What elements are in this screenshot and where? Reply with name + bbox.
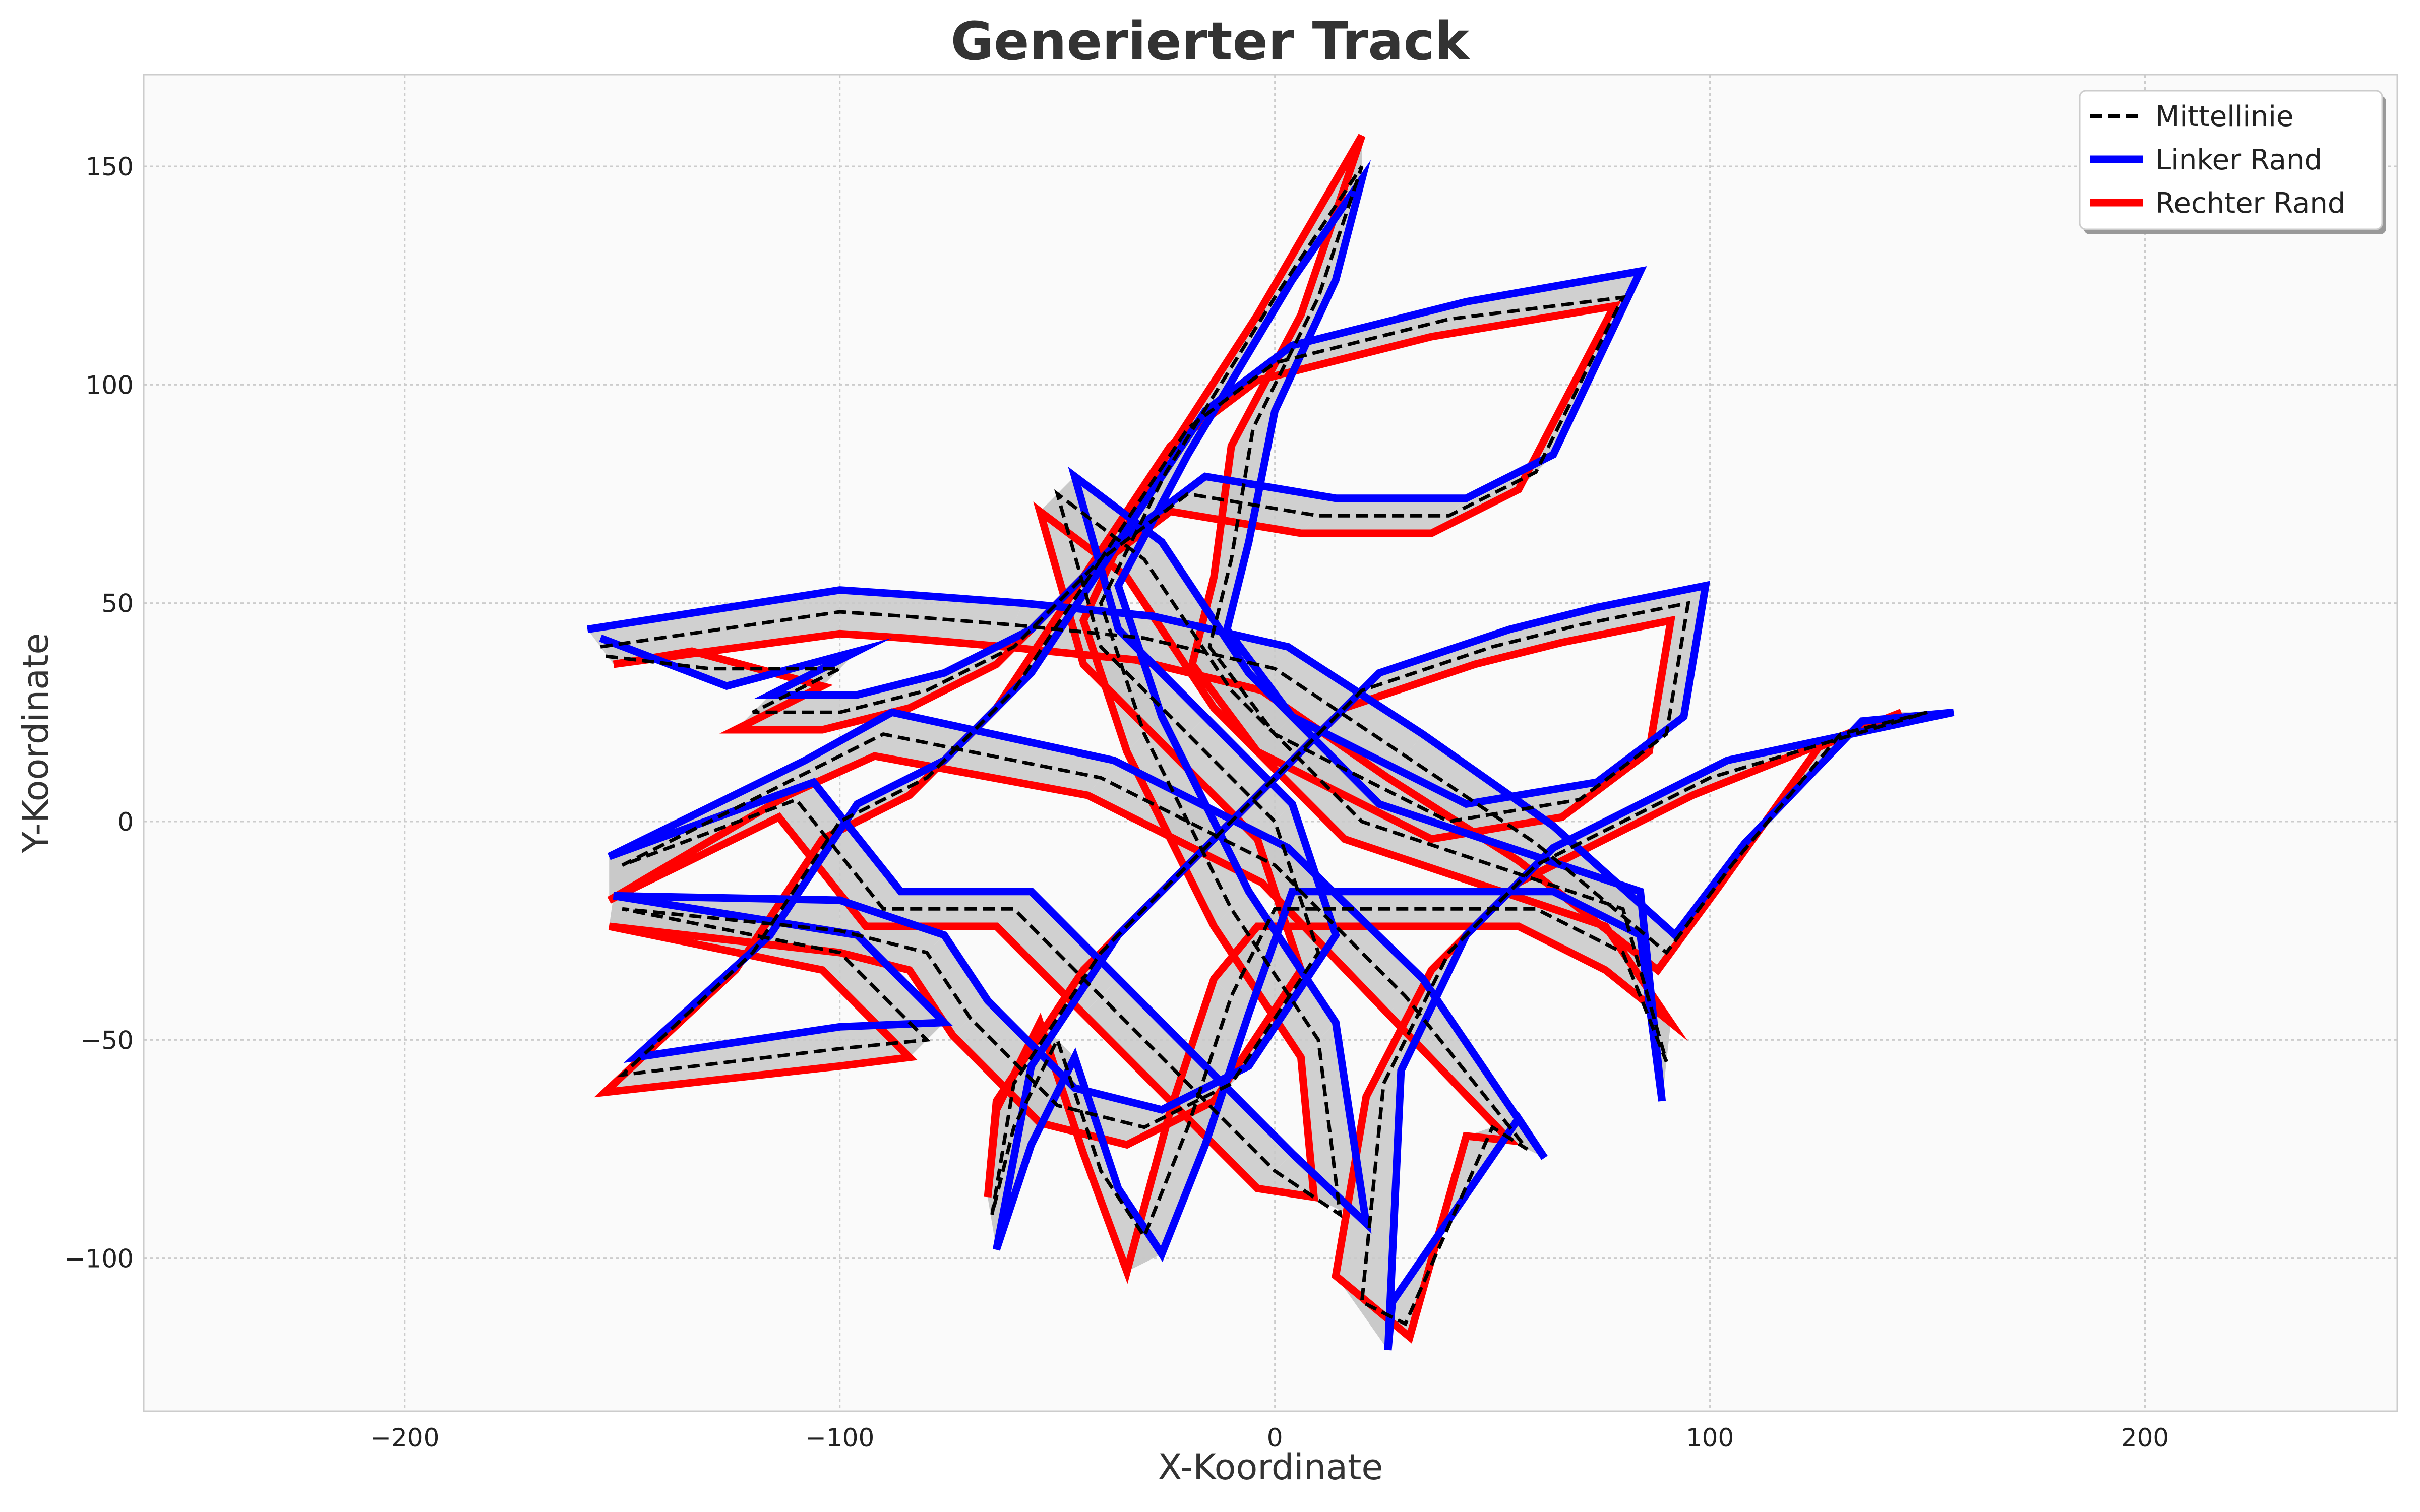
- track-segment: [1336, 1070, 1401, 1350]
- track-segment: [874, 712, 1114, 795]
- series-lines: [587, 134, 1955, 1351]
- y-tick-label: 0: [117, 807, 134, 837]
- track-segment: [692, 651, 858, 686]
- legend-entry: Linker Rand: [2155, 144, 2322, 176]
- x-tick-label: 0: [1267, 1423, 1283, 1453]
- y-tick-label: −100: [65, 1244, 134, 1274]
- chart-title: Generierter Track: [951, 11, 1471, 72]
- track-segment: [788, 712, 892, 795]
- track-segment: [587, 590, 840, 664]
- track-segment: [1605, 935, 1671, 1101]
- legend-entry: Mittellinie: [2155, 100, 2293, 133]
- x-axis-label: X-Koordinate: [1158, 1446, 1383, 1488]
- track-segment: [1257, 301, 1467, 381]
- right-border-line: [594, 134, 1903, 1344]
- track-segment: [1649, 586, 1706, 752]
- track-segment: [604, 1027, 840, 1093]
- y-axis-label: Y-Koordinate: [15, 633, 56, 854]
- y-tick-label: 50: [101, 589, 134, 618]
- x-tick-label: −200: [370, 1423, 439, 1453]
- legend-entry: Rechter Rand: [2155, 187, 2345, 220]
- legend: Mittellinie Linker Rand Rechter Rand: [2079, 90, 2386, 234]
- x-tick-label: 200: [2121, 1423, 2169, 1453]
- plot-content: [587, 134, 1955, 1351]
- axis-ticks: −200 −100 0 100 200 −100 −50 0 50 100 150: [65, 152, 2169, 1453]
- y-tick-label: 100: [86, 370, 134, 400]
- y-tick-label: 150: [86, 152, 134, 181]
- y-tick-label: −50: [80, 1026, 134, 1055]
- x-tick-label: −100: [805, 1423, 874, 1453]
- legend-box: [2079, 90, 2383, 230]
- track-segment: [1431, 271, 1641, 337]
- x-tick-label: 100: [1686, 1423, 1734, 1453]
- track-segment: [1344, 804, 1510, 883]
- centerline: [600, 165, 1928, 1327]
